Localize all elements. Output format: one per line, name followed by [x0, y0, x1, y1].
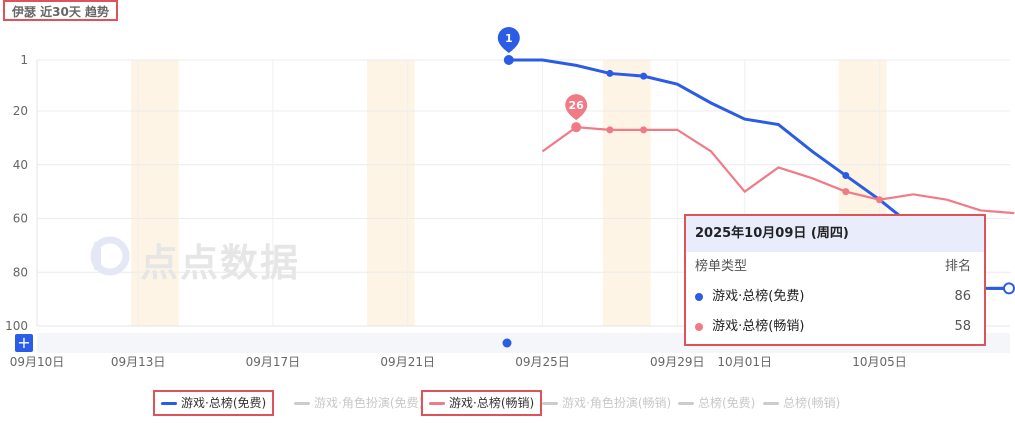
tooltip-row: 游戏·总榜(畅销) 58	[686, 312, 984, 342]
tooltip-col-type: 榜单类型	[695, 259, 748, 274]
y-axis: 1 20 40 60 80 100	[5, 53, 28, 333]
peak-pin-label: 26	[569, 99, 585, 112]
legend-line-icon	[161, 402, 177, 405]
chart-title: 伊瑟 近30天 趋势	[3, 0, 119, 21]
data-point	[606, 126, 614, 134]
watermark-text: 点点数据	[140, 241, 301, 285]
tooltip-date: 2025年10月09日 (周四)	[686, 216, 984, 252]
x-tick-label: 09月29日	[650, 355, 705, 369]
y-tick-label: 60	[13, 212, 28, 226]
data-point	[842, 188, 850, 196]
series-dot-icon	[695, 322, 703, 331]
highlight-band	[602, 60, 651, 326]
watermark-logo-icon	[90, 236, 130, 276]
legend-line-icon	[294, 402, 310, 405]
y-tick-label: 20	[13, 104, 28, 118]
x-tick-label: 10月01日	[717, 355, 772, 369]
data-point	[640, 72, 648, 80]
legend-line-icon	[763, 402, 779, 405]
y-tick-label: 40	[13, 158, 28, 172]
legend-line-icon	[429, 402, 445, 405]
legend-item-paid-overall[interactable]: 游戏·总榜(畅销)	[421, 390, 543, 416]
x-tick-label: 09月10日	[10, 355, 65, 369]
peak-pin-label: 1	[505, 32, 513, 45]
highlight-band	[131, 60, 179, 326]
tooltip-row-value: 86	[954, 289, 971, 304]
tooltip-row-label: 游戏·总榜(畅销)	[712, 319, 805, 334]
peak-pin-icon	[497, 27, 520, 53]
x-tick-label: 10月05日	[852, 355, 907, 369]
slider-handle	[502, 338, 512, 348]
data-point	[876, 196, 883, 204]
x-tick-label: 09月13日	[111, 355, 166, 369]
x-tick-label: 09月17日	[246, 355, 301, 369]
series-line	[541, 126, 1015, 215]
peak-pins: 1 26	[497, 27, 588, 133]
peak-point	[571, 122, 582, 133]
data-point	[842, 172, 850, 180]
legend-line-icon	[678, 402, 694, 405]
x-axis: 09月10日 09月13日 09月17日 09月21日 09月25日 09月29日 10月0…	[10, 355, 907, 369]
x-tick-label: 09月25日	[515, 355, 570, 369]
legend-item-paid-all[interactable]: 总榜(畅销)	[763, 390, 840, 416]
legend-item-free-all[interactable]: 总榜(免费)	[678, 390, 755, 416]
highlight-band	[367, 60, 415, 326]
legend: 游戏·总榜(免费) 游戏·角色扮演(免费) 游戏·总榜(畅销) 游戏·角色扮演(…	[0, 390, 1015, 416]
legend-line-icon	[542, 402, 558, 405]
y-tick-label: 100	[5, 319, 28, 333]
legend-item-free-rpg[interactable]: 游戏·角色扮演(免费)	[294, 390, 423, 416]
data-point	[606, 69, 614, 77]
y-tick-label: 80	[13, 265, 28, 279]
peak-pin-icon	[565, 94, 588, 121]
tooltip-row: 游戏·总榜(免费) 86	[686, 282, 984, 312]
tooltip-row-value: 58	[954, 319, 971, 334]
tooltip-header: 榜单类型 排名	[686, 252, 984, 282]
zoom-add-icon[interactable]: +	[15, 334, 33, 352]
x-tick-label: 09月21日	[380, 355, 435, 369]
y-tick-label: 1	[20, 53, 28, 67]
legend-item-paid-rpg[interactable]: 游戏·角色扮演(畅销)	[542, 390, 671, 416]
tooltip: 2025年10月09日 (周四) 榜单类型 排名 游戏·总榜(免费) 86 游戏…	[684, 214, 986, 346]
legend-item-free-overall[interactable]: 游戏·总榜(免费)	[153, 390, 275, 416]
end-marker	[1003, 282, 1015, 295]
peak-point	[503, 55, 514, 65]
tooltip-row-label: 游戏·总榜(免费)	[712, 289, 805, 304]
series-dot-icon	[695, 292, 703, 301]
tooltip-col-rank: 排名	[944, 259, 971, 274]
data-point	[640, 126, 648, 134]
